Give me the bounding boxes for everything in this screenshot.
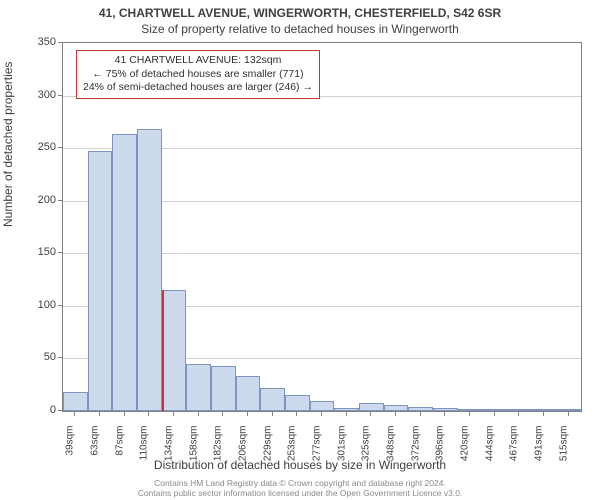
x-tick-mark [568,412,569,416]
x-tick-mark [148,412,149,416]
property-marker-line [162,290,164,411]
chart-title-main: 41, CHARTWELL AVENUE, WINGERWORTH, CHEST… [0,0,600,20]
x-tick-mark [173,412,174,416]
x-tick-mark [124,412,125,416]
x-tick-label: 253sqm [287,426,298,472]
histogram-bar [211,366,236,411]
y-tick-mark [58,357,62,358]
x-tick-label: 515sqm [558,426,569,472]
footer-line-1: Contains HM Land Registry data © Crown c… [0,478,600,488]
y-tick-label: 50 [16,351,56,363]
histogram-bar [408,407,433,411]
histogram-bar [359,403,384,411]
x-tick-label: 182sqm [213,426,224,472]
histogram-bar [384,405,409,411]
x-tick-mark [469,412,470,416]
histogram-bar [186,364,211,411]
x-tick-mark [370,412,371,416]
x-tick-label: 206sqm [238,426,249,472]
footer-attribution: Contains HM Land Registry data © Crown c… [0,478,600,498]
histogram-bar [433,408,458,411]
x-tick-label: 348sqm [386,426,397,472]
annotation-line: 41 CHARTWELL AVENUE: 132sqm [83,54,313,68]
x-tick-label: 229sqm [262,426,273,472]
x-tick-mark [346,412,347,416]
x-tick-mark [494,412,495,416]
x-tick-mark [198,412,199,416]
x-tick-label: 420sqm [460,426,471,472]
chart-title-sub: Size of property relative to detached ho… [0,20,600,40]
x-tick-mark [296,412,297,416]
histogram-bar [334,408,359,411]
y-tick-label: 200 [16,194,56,206]
y-tick-label: 250 [16,141,56,153]
histogram-bar [137,129,162,411]
histogram-bar [236,376,261,411]
x-tick-mark [518,412,519,416]
x-tick-label: 158sqm [188,426,199,472]
x-tick-mark [321,412,322,416]
x-tick-label: 491sqm [534,426,545,472]
property-annotation: 41 CHARTWELL AVENUE: 132sqm← 75% of deta… [76,50,320,99]
x-tick-label: 444sqm [484,426,495,472]
x-tick-mark [395,412,396,416]
histogram-bar [88,151,113,411]
y-tick-mark [58,200,62,201]
y-tick-label: 100 [16,299,56,311]
x-tick-mark [543,412,544,416]
y-tick-label: 150 [16,246,56,258]
x-tick-label: 467sqm [509,426,520,472]
histogram-bar [63,392,88,411]
histogram-bar [458,409,483,411]
x-tick-mark [74,412,75,416]
x-tick-label: 134sqm [164,426,175,472]
y-axis-label: Number of detached properties [1,62,15,227]
x-tick-mark [272,412,273,416]
x-tick-label: 301sqm [336,426,347,472]
x-tick-label: 277sqm [312,426,323,472]
histogram-bar [162,290,187,411]
y-tick-mark [58,305,62,306]
x-tick-mark [420,412,421,416]
y-tick-mark [58,147,62,148]
histogram-bar [482,409,507,411]
histogram-bar [310,401,335,412]
y-tick-label: 0 [16,404,56,416]
histogram-bar [285,395,310,411]
y-tick-mark [58,95,62,96]
histogram-bar [532,409,557,411]
x-tick-label: 87sqm [114,426,125,472]
y-tick-mark [58,42,62,43]
y-tick-label: 300 [16,89,56,101]
y-tick-label: 350 [16,36,56,48]
x-tick-mark [444,412,445,416]
x-tick-mark [247,412,248,416]
y-tick-mark [58,410,62,411]
histogram-bar [112,134,137,411]
x-tick-mark [99,412,100,416]
annotation-line: ← 75% of detached houses are smaller (77… [83,68,313,82]
annotation-line: 24% of semi-detached houses are larger (… [83,81,313,95]
x-tick-label: 110sqm [139,426,150,472]
x-tick-mark [222,412,223,416]
histogram-bar [507,409,532,411]
x-tick-label: 39sqm [65,426,76,472]
footer-line-2: Contains public sector information licen… [0,488,600,498]
y-tick-mark [58,252,62,253]
x-tick-label: 63sqm [90,426,101,472]
x-tick-label: 372sqm [410,426,421,472]
x-tick-label: 325sqm [361,426,372,472]
histogram-bar [556,409,581,411]
histogram-bar [260,388,285,411]
x-tick-label: 396sqm [435,426,446,472]
